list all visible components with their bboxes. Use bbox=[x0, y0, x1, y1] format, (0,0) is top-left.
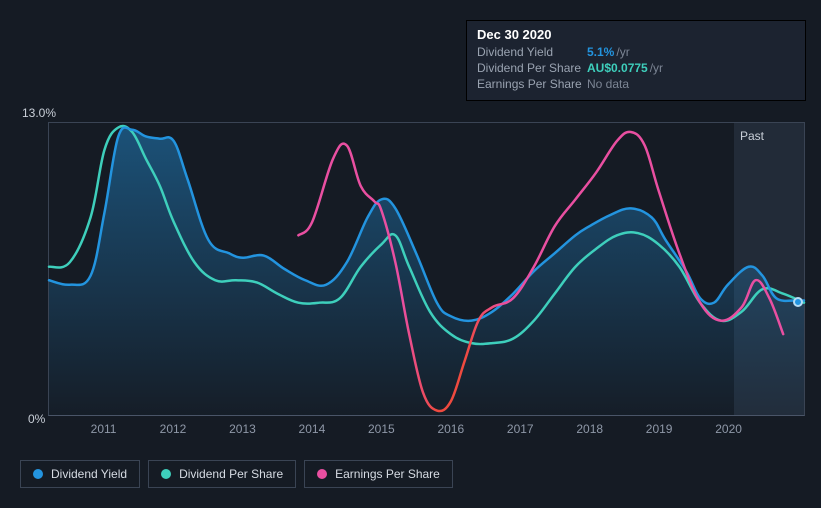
legend-item-earnings-per-share[interactable]: Earnings Per Share bbox=[304, 460, 453, 488]
x-axis-ticks: 2011 2012 2013 2014 2015 2016 2017 2018 2019 2020 bbox=[48, 422, 805, 438]
tooltip-date: Dec 30 2020 bbox=[477, 27, 795, 42]
tooltip-value: 5.1%/yr bbox=[587, 45, 630, 59]
legend-label: Earnings Per Share bbox=[335, 467, 440, 481]
x-tick-label: 2011 bbox=[91, 422, 117, 436]
x-tick-label: 2015 bbox=[368, 422, 395, 436]
x-tick-label: 2016 bbox=[437, 422, 464, 436]
swatch-icon bbox=[161, 469, 171, 479]
tooltip-label: Dividend Per Share bbox=[477, 61, 587, 75]
x-tick-label: 2013 bbox=[229, 422, 256, 436]
tooltip-value: AU$0.0775/yr bbox=[587, 61, 663, 75]
tooltip-label: Dividend Yield bbox=[477, 45, 587, 59]
x-tick-label: 2020 bbox=[715, 422, 742, 436]
chart-legend: Dividend Yield Dividend Per Share Earnin… bbox=[20, 460, 453, 488]
swatch-icon bbox=[33, 469, 43, 479]
legend-item-dividend-yield[interactable]: Dividend Yield bbox=[20, 460, 140, 488]
x-tick-label: 2014 bbox=[299, 422, 326, 436]
legend-item-dividend-per-share[interactable]: Dividend Per Share bbox=[148, 460, 296, 488]
chart-svg bbox=[49, 123, 804, 415]
x-tick-label: 2017 bbox=[507, 422, 534, 436]
chart-area: 13.0% 0% Past 20112012201320142015201620… bbox=[20, 108, 805, 438]
x-tick-label: 2018 bbox=[576, 422, 603, 436]
y-axis-max-label: 13.0% bbox=[22, 106, 56, 120]
x-tick-label: 2012 bbox=[160, 422, 187, 436]
chart-tooltip: Dec 30 2020 Dividend Yield 5.1%/yr Divid… bbox=[466, 20, 806, 101]
tooltip-value: No data bbox=[587, 77, 629, 91]
active-point-marker bbox=[793, 297, 803, 307]
tooltip-row: Dividend Yield 5.1%/yr bbox=[477, 44, 795, 60]
tooltip-row: Earnings Per Share No data bbox=[477, 76, 795, 92]
swatch-icon bbox=[317, 469, 327, 479]
legend-label: Dividend Yield bbox=[51, 467, 127, 481]
tooltip-row: Dividend Per Share AU$0.0775/yr bbox=[477, 60, 795, 76]
plot-region[interactable]: Past bbox=[48, 122, 805, 416]
y-axis-min-label: 0% bbox=[28, 412, 45, 426]
tooltip-label: Earnings Per Share bbox=[477, 77, 587, 91]
x-tick-label: 2019 bbox=[646, 422, 673, 436]
legend-label: Dividend Per Share bbox=[179, 467, 283, 481]
